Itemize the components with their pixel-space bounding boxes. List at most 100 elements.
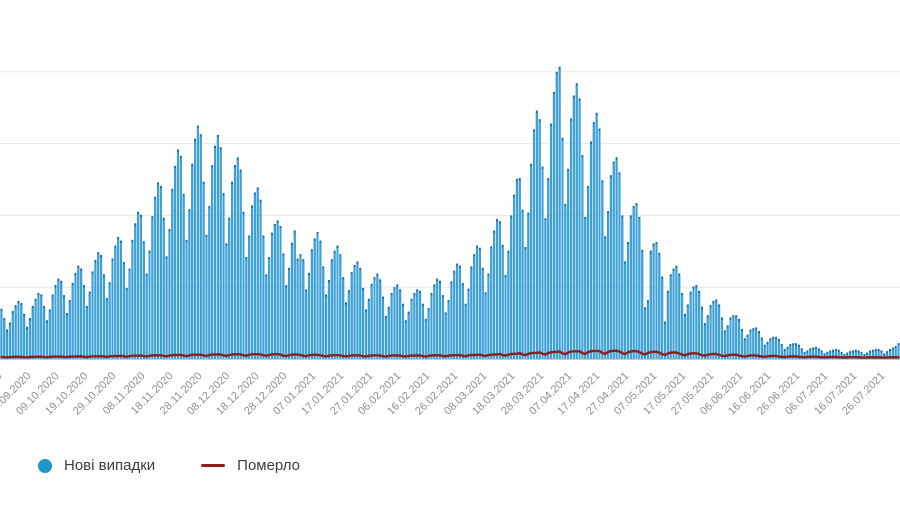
bar-body [137,214,140,359]
bar-body [214,148,217,359]
bar-body [889,351,892,359]
bar-body [638,219,641,359]
bar-body [646,302,649,359]
bar-body [453,273,456,359]
bar-body [222,195,225,359]
x-tick-label: 29.09.2020 [0,370,34,418]
bar-body [541,168,544,359]
bar-body [601,182,604,359]
bar-body [891,349,894,359]
bar-body [134,225,137,359]
bar-body [686,306,689,359]
bar-body [812,349,815,359]
bar-body [772,339,775,359]
bar-body [439,283,442,359]
bar-body [589,143,592,359]
bar-body [538,121,541,359]
bar-body [282,255,285,359]
bar-body [122,264,125,359]
bar-body [689,293,692,359]
bar-body [199,136,202,359]
bar-body [148,252,151,359]
bar-body [720,319,723,359]
bar-body [470,268,473,359]
bar-body [228,219,231,359]
bar-body [347,292,350,359]
legend-item-new-cases[interactable]: Нові випадки [38,457,155,474]
bar-body [71,285,74,359]
bar-body [393,289,396,359]
bar-body [464,306,467,359]
bar-body [743,340,746,359]
bar-body [450,283,453,359]
bar-body [370,286,373,359]
deaths-line[interactable] [0,349,900,359]
bar-body [145,275,148,359]
bar-body [399,291,402,359]
bar-body [644,309,647,359]
bar-body [236,159,239,359]
x-tick-label: 07.01.2021 [270,370,319,418]
bar-body [433,286,436,359]
bar-body [629,217,632,359]
bar-body [703,325,706,359]
bar-body [681,295,684,359]
bar-body [256,189,259,359]
bar-body [382,298,385,359]
x-axis-labels: 19.09.2020 29.09.2020 09.10.2020 19.10.2020… [0,360,900,452]
bar-body [108,284,111,359]
bar-body [60,283,63,359]
bar-body [111,260,114,359]
bar-body [652,245,655,359]
bar-body [270,235,273,359]
bar-body [401,306,404,359]
bar-body [701,308,704,359]
bar-body [592,124,595,360]
new-cases-bars[interactable] [0,66,900,360]
bar-body [521,212,524,359]
bar-body [572,97,575,359]
bar-body [305,291,308,359]
x-tick-label: 06.02.2021 [356,370,404,418]
bar-body [82,287,85,359]
bar-body [68,302,71,359]
bar-body [17,303,20,359]
x-tick-label: 16.07.2021 [811,370,860,418]
bar-body [672,270,675,359]
x-tick-label: 26.06.2021 [754,370,803,418]
bar-body [692,288,695,359]
bar-body [874,351,877,359]
bar-body [262,237,265,359]
legend-item-deaths[interactable]: Померло [201,457,300,474]
bar-body [877,351,880,359]
bar-body [114,247,117,359]
bar-body [288,270,291,359]
x-tick-label: 26.02.2021 [413,370,461,418]
bar-body [490,248,493,359]
bar-body [851,352,854,359]
bar-body [97,254,100,359]
bar-body [85,308,88,359]
bar-body [356,263,359,359]
bar-body [142,243,145,359]
bar-body [740,331,743,359]
bar-body [746,336,749,359]
bar-body [558,69,561,360]
x-tick-label: 06.06.2021 [697,370,746,418]
bar-body [233,167,236,359]
bar-body [478,250,481,359]
bar-body [444,314,447,359]
bar-body [495,221,498,359]
bar-body [581,157,584,359]
bar-body [570,120,573,360]
bar-body [384,318,387,359]
bar-body [777,341,780,359]
bar-body [410,301,413,359]
bar-body [336,247,339,359]
bar-body [290,245,293,359]
bar-body [276,222,279,359]
bar-body [345,304,348,359]
bar-body [766,344,769,359]
bar-body [387,308,390,359]
